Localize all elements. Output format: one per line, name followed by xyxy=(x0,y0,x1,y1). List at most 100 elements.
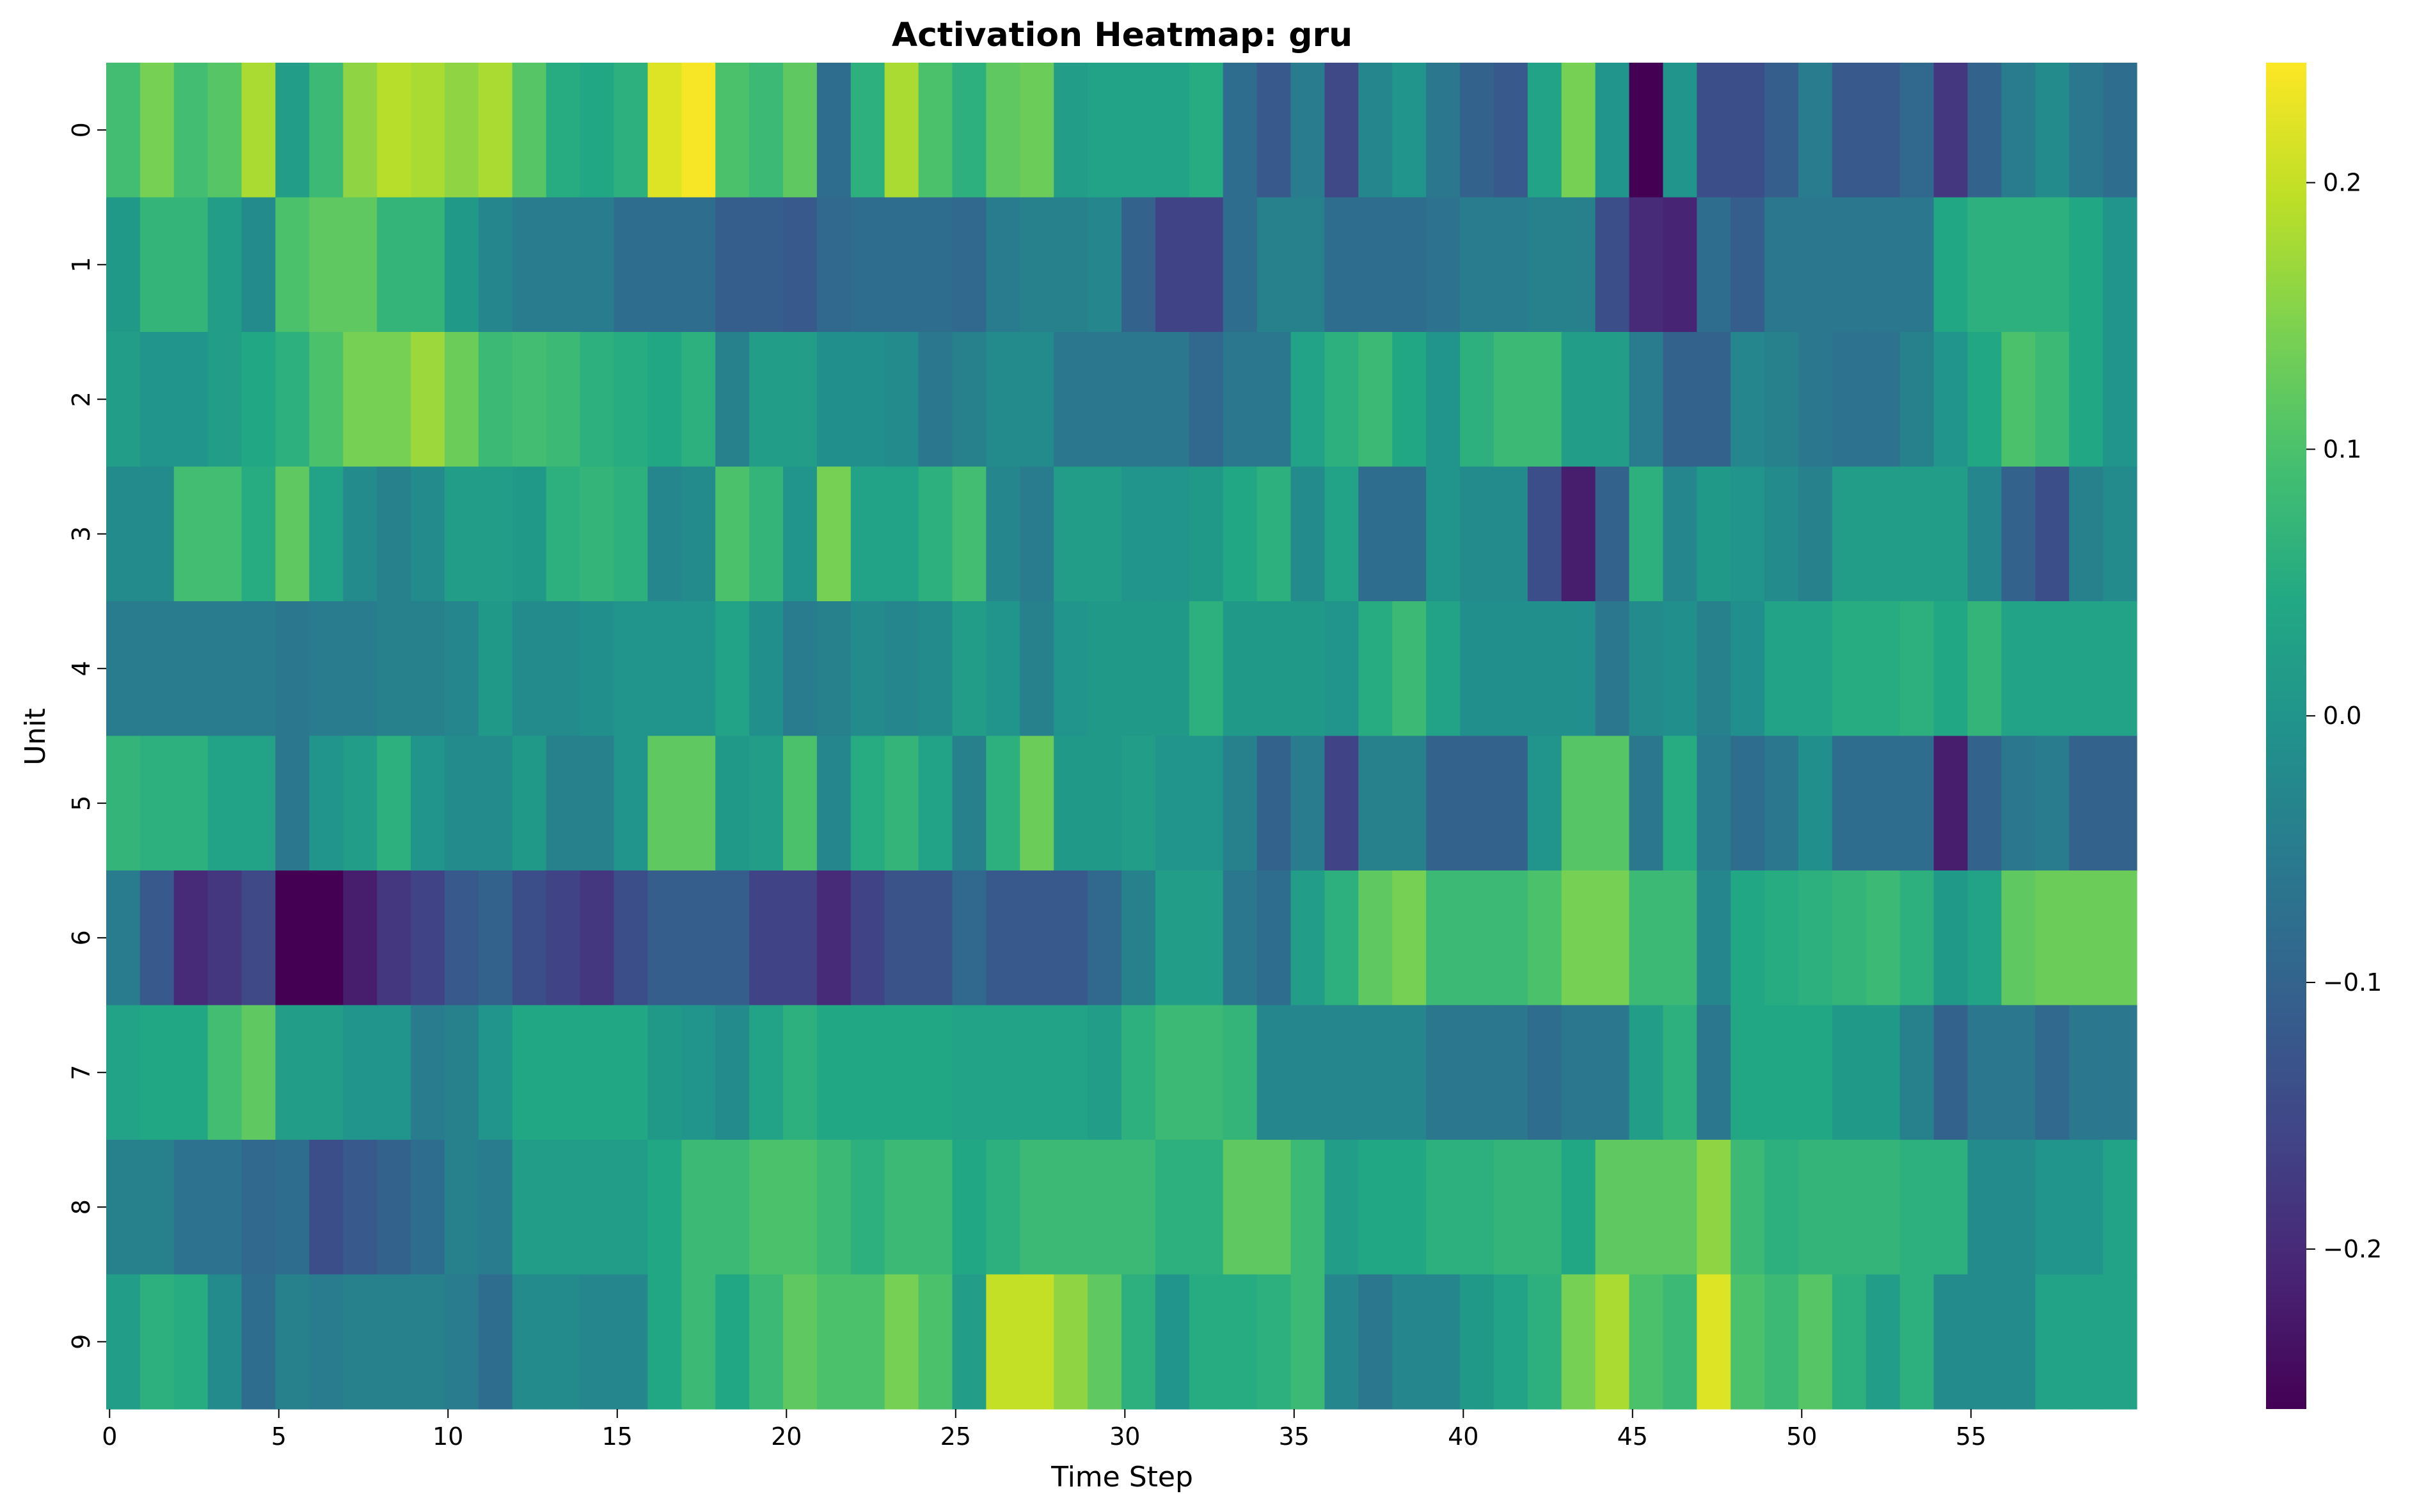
heatmap-cell xyxy=(173,332,209,468)
heatmap-cell xyxy=(1731,197,1765,333)
heatmap-cell xyxy=(275,63,310,198)
heatmap-cell xyxy=(1933,332,1969,468)
x-tick-label: 35 xyxy=(1279,1422,1310,1451)
heatmap-cell xyxy=(918,1140,953,1275)
heatmap-cell xyxy=(2001,63,2036,198)
heatmap-cell xyxy=(1223,1274,1258,1410)
heatmap-cell xyxy=(749,332,784,468)
heatmap-cell xyxy=(1663,63,1697,198)
heatmap-cell xyxy=(918,63,953,198)
heatmap-cell xyxy=(2001,197,2036,333)
x-tick-label: 45 xyxy=(1617,1422,1648,1451)
heatmap-cell xyxy=(411,870,445,1006)
heatmap-cell xyxy=(512,1005,547,1140)
heatmap-cell xyxy=(1155,1140,1190,1275)
heatmap-cell xyxy=(1899,332,1935,468)
heatmap-cell xyxy=(1967,736,2002,871)
heatmap-cell xyxy=(1798,466,1833,602)
heatmap-cell xyxy=(478,1005,513,1140)
heatmap-cell xyxy=(1493,1140,1528,1275)
heatmap-cell xyxy=(1121,466,1156,602)
heatmap-cell xyxy=(1866,1140,1901,1275)
heatmap-cell xyxy=(1121,870,1156,1006)
heatmap-cell xyxy=(1088,736,1122,871)
heatmap-cell xyxy=(139,466,175,602)
heatmap-cell xyxy=(1697,63,1731,198)
heatmap-cell xyxy=(1020,870,1054,1006)
heatmap-cell xyxy=(986,197,1020,333)
y-tick-label: 6 xyxy=(67,930,95,945)
heatmap-cell xyxy=(1832,870,1867,1006)
heatmap-cell xyxy=(1933,1140,1969,1275)
heatmap-cell xyxy=(1324,332,1359,468)
heatmap-cell xyxy=(1324,1005,1359,1140)
heatmap-cell xyxy=(1595,63,1630,198)
heatmap-cell xyxy=(1697,1274,1731,1410)
heatmap-cell xyxy=(850,63,885,198)
heatmap-cell xyxy=(1358,197,1393,333)
heatmap-cells xyxy=(106,63,2137,1410)
heatmap-cell xyxy=(1663,1140,1697,1275)
heatmap-cell xyxy=(1866,736,1901,871)
heatmap-cell xyxy=(1256,63,1292,198)
heatmap-cell xyxy=(106,466,141,602)
heatmap-cell xyxy=(1358,1140,1393,1275)
heatmap-cell xyxy=(478,466,513,602)
heatmap-cell xyxy=(207,870,242,1006)
heatmap-cell xyxy=(343,870,377,1006)
heatmap-cell xyxy=(2001,870,2036,1006)
heatmap-cell xyxy=(1460,601,1494,737)
heatmap-cell xyxy=(2035,332,2070,468)
heatmap-cell xyxy=(411,736,445,871)
heatmap-cell xyxy=(377,1140,411,1275)
heatmap-cell xyxy=(2069,1140,2104,1275)
heatmap-cell xyxy=(1324,601,1359,737)
heatmap-cell xyxy=(1223,870,1258,1006)
heatmap-cell xyxy=(1054,1274,1088,1410)
heatmap-cell xyxy=(1832,1005,1867,1140)
heatmap-cell xyxy=(1561,63,1596,198)
heatmap-cell xyxy=(207,197,242,333)
x-tick-label: 50 xyxy=(1786,1422,1817,1451)
heatmap-cell xyxy=(309,601,344,737)
heatmap-cell xyxy=(1764,870,1799,1006)
heatmap-cell xyxy=(2103,466,2137,602)
heatmap-cell xyxy=(241,1274,276,1410)
heatmap-cell xyxy=(681,197,716,333)
heatmap-cell xyxy=(2069,1005,2104,1140)
heatmap-cell xyxy=(918,197,953,333)
heatmap-cell xyxy=(918,601,953,737)
colorbar-tick-label: −0.1 xyxy=(2323,968,2382,996)
heatmap-cell xyxy=(580,63,615,198)
heatmap-cell xyxy=(173,1274,209,1410)
heatmap-cell xyxy=(2001,332,2036,468)
heatmap-cell xyxy=(1866,1274,1901,1410)
heatmap-cell xyxy=(1832,1274,1867,1410)
heatmap-cell xyxy=(1731,1005,1765,1140)
heatmap-cell xyxy=(106,1274,141,1410)
heatmap-cell xyxy=(816,601,852,737)
heatmap-cell xyxy=(1967,332,2002,468)
heatmap-cell xyxy=(1020,197,1054,333)
heatmap-cell xyxy=(1358,1005,1393,1140)
heatmap-cell xyxy=(1798,601,1833,737)
heatmap-cell xyxy=(173,601,209,737)
y-axis-label: Unit xyxy=(19,708,52,766)
heatmap-cell xyxy=(1629,197,1663,333)
heatmap-cell xyxy=(1426,63,1461,198)
heatmap-cell xyxy=(1832,466,1867,602)
heatmap-cell xyxy=(512,466,547,602)
heatmap-cell xyxy=(512,1274,547,1410)
heatmap-cell xyxy=(1798,736,1833,871)
heatmap-cell xyxy=(1460,63,1494,198)
heatmap-cell xyxy=(478,736,513,871)
heatmap-cell xyxy=(1561,736,1596,871)
heatmap-cell xyxy=(749,63,784,198)
heatmap-cell xyxy=(1155,736,1190,871)
heatmap-cell xyxy=(783,63,818,198)
heatmap-cell xyxy=(2001,736,2036,871)
heatmap-cell xyxy=(106,601,141,737)
heatmap-cell xyxy=(106,1140,141,1275)
colorbar-tick-label: 0.2 xyxy=(2323,169,2361,197)
